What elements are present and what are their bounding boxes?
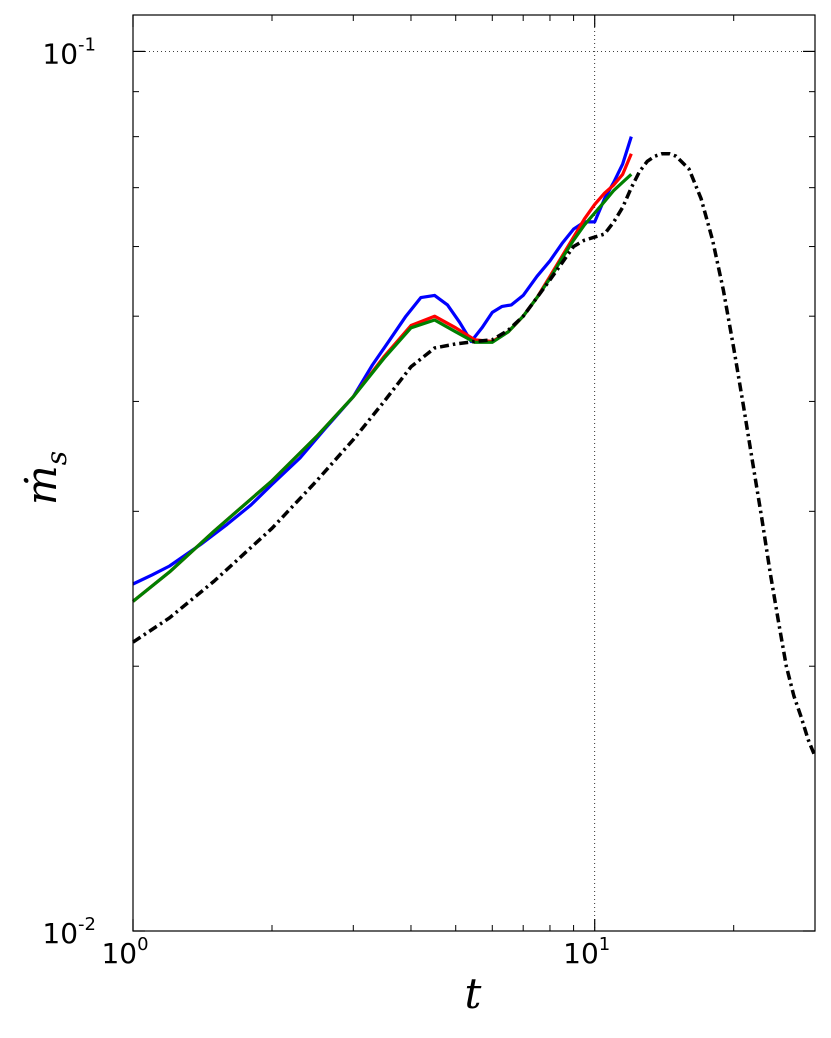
x-tick-label: 100 — [101, 934, 148, 970]
x-tick-label-base: 10 — [563, 937, 599, 970]
x-axis-label: t — [465, 969, 482, 1018]
svg-text:ṁs: ṁs — [17, 451, 73, 505]
x-tick-label-base: 10 — [101, 937, 137, 970]
major-ticks — [132, 15, 815, 932]
series-line-2 — [131, 153, 633, 603]
y-tick-label: 10-2 — [42, 914, 96, 950]
data-series — [131, 136, 817, 757]
x-tick-label-exponent: 1 — [599, 934, 610, 955]
gridlines — [133, 15, 815, 931]
minor-ticks — [133, 15, 815, 931]
y-axis-label-subscript: s — [40, 451, 73, 465]
y-tick-label-exponent: -1 — [78, 34, 96, 55]
plot-frame — [132, 14, 816, 932]
x-tick-label: 101 — [563, 934, 610, 970]
x-tick-label-exponent: 0 — [137, 934, 148, 955]
y-tick-label-exponent: -2 — [78, 914, 96, 935]
series-line-4 — [132, 151, 817, 757]
series-line-3 — [131, 173, 633, 603]
y-tick-label: 10-1 — [42, 34, 96, 70]
y-tick-label-base: 10 — [42, 37, 78, 70]
y-tick-label-base: 10 — [42, 917, 78, 950]
y-axis-label-main: ṁ — [17, 465, 66, 505]
y-axis-label: ṁs — [17, 451, 73, 505]
